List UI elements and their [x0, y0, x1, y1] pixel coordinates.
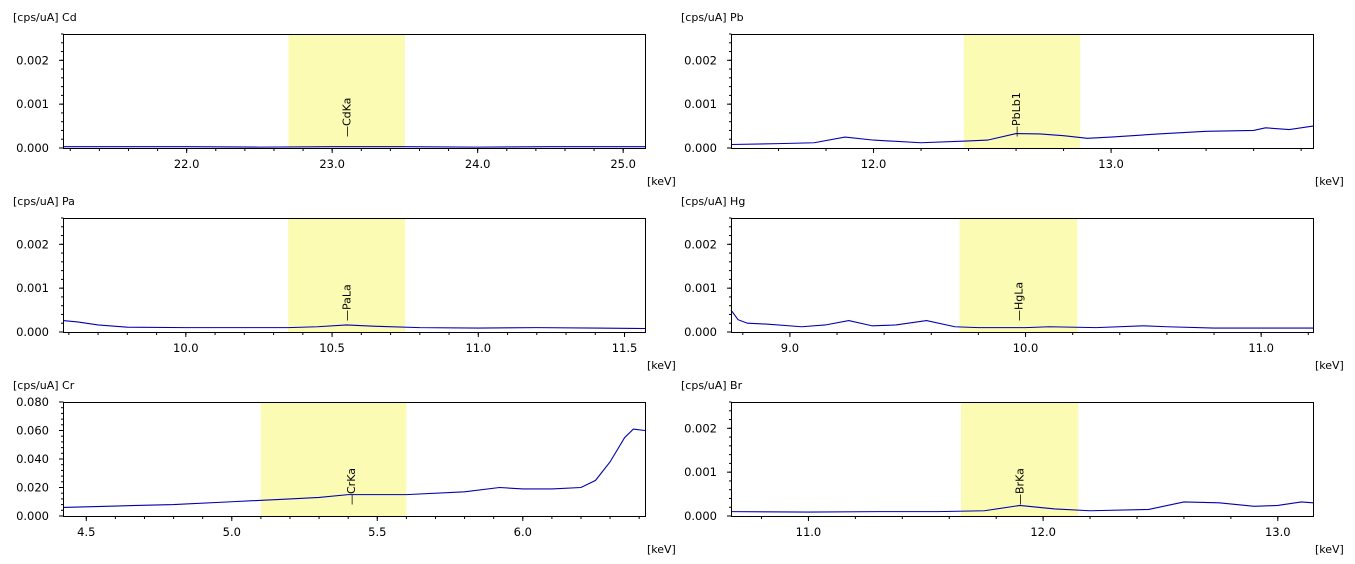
y-tick-label: 0.001 — [684, 97, 717, 111]
y-tick-label: 0.001 — [16, 97, 49, 111]
x-unit-label: [keV] — [1315, 175, 1344, 188]
plot-frame — [63, 34, 646, 149]
y-tick-label: 0.001 — [16, 281, 49, 295]
x-tick-label: 10.0 — [173, 341, 199, 355]
y-tick-label: 0.000 — [16, 509, 49, 523]
plot-frame — [731, 34, 1314, 149]
chart-panel-3: [cps/uA] Hg 0.000 0.001 0.002 9.0 10.0 11.0 [ke… — [681, 195, 1344, 372]
x-tick-label: 5.0 — [223, 525, 241, 539]
peak-label: —CrKa — [345, 468, 358, 505]
panel-title: [cps/uA] Cd — [13, 11, 77, 24]
roi-highlight — [959, 218, 1078, 332]
y-tick-label: 0.000 — [16, 141, 49, 155]
y-tick-label: 0.002 — [684, 237, 717, 251]
x-tick-label: 25.0 — [610, 157, 636, 171]
y-tick-label: 0.060 — [16, 424, 49, 438]
roi-highlight — [288, 34, 405, 148]
plot-frame — [63, 218, 646, 333]
x-tick-label: 24.0 — [465, 157, 491, 171]
spectrum-line — [730, 501, 1314, 513]
panel-title: [cps/uA] Cr — [13, 379, 75, 392]
roi-highlight — [260, 402, 407, 516]
roi-highlight — [288, 218, 406, 332]
chart-panel-5: [cps/uA] Br 0.000 0.001 0.002 11.0 12.0 13.0 [k… — [681, 379, 1344, 556]
y-tick-label: 0.000 — [684, 141, 717, 155]
x-tick-label: 12.0 — [861, 157, 887, 171]
x-tick-label: 11.0 — [1248, 341, 1274, 355]
y-tick-label: 0.001 — [684, 281, 717, 295]
chart-panel-4: [cps/uA] Cr 0.000 0.020 0.040 0.060 0.080 4.5 5… — [13, 379, 676, 556]
y-tick-label: 0.001 — [684, 465, 717, 479]
x-tick-label: 22.0 — [174, 157, 200, 171]
chart-panel-1: [cps/uA] Pb 0.000 0.001 0.002 12.0 13.0 [keV] —… — [681, 11, 1344, 188]
y-tick-label: 0.000 — [16, 325, 49, 339]
spectrum-line — [730, 125, 1314, 146]
y-tick-label: 0.000 — [684, 325, 717, 339]
x-tick-label: 12.0 — [1030, 525, 1056, 539]
x-tick-label: 13.0 — [1265, 525, 1291, 539]
panel-title: [cps/uA] Br — [681, 379, 743, 392]
roi-highlight — [963, 34, 1081, 148]
x-tick-label: 13.0 — [1098, 157, 1124, 171]
plot-frame — [731, 402, 1314, 517]
peak-label: —HgLa — [1012, 282, 1025, 321]
x-tick-label: 10.5 — [319, 341, 345, 355]
y-tick-label: 0.002 — [16, 53, 49, 67]
x-unit-label: [keV] — [1315, 543, 1344, 556]
x-tick-label: 6.0 — [514, 525, 532, 539]
x-unit-label: [keV] — [647, 543, 676, 556]
x-tick-label: 11.5 — [612, 341, 638, 355]
peak-label: —PaLa — [341, 284, 354, 321]
spectrum-line — [730, 309, 1313, 329]
x-unit-label: [keV] — [647, 359, 676, 372]
x-unit-label: [keV] — [1315, 359, 1344, 372]
y-tick-label: 0.002 — [684, 53, 717, 67]
spectrum-line — [62, 428, 646, 508]
peak-label: —PbLb1 — [1010, 92, 1023, 137]
panel-title: [cps/uA] Pa — [13, 195, 75, 208]
y-tick-label: 0.000 — [684, 509, 717, 523]
x-unit-label: [keV] — [647, 175, 676, 188]
y-tick-label: 0.020 — [16, 481, 49, 495]
panel-title: [cps/uA] Pb — [681, 11, 744, 24]
x-tick-label: 10.0 — [1013, 341, 1039, 355]
plot-frame — [731, 218, 1314, 333]
x-tick-label: 23.0 — [319, 157, 345, 171]
y-tick-label: 0.002 — [16, 237, 49, 251]
peak-label: —CdKa — [341, 98, 354, 137]
x-tick-label: 11.0 — [465, 341, 491, 355]
y-tick-label: 0.040 — [16, 452, 49, 466]
chart-panel-0: [cps/uA] Cd 0.000 0.001 0.002 22.0 23.0 24.0 25… — [13, 11, 676, 188]
chart-panel-2: [cps/uA] Pa 0.000 0.001 0.002 10.0 10.5 11.0 11… — [13, 195, 676, 372]
roi-highlight — [960, 402, 1079, 516]
y-tick-label: 0.002 — [684, 421, 717, 435]
panel-title: [cps/uA] Hg — [681, 195, 745, 208]
x-tick-label: 4.5 — [77, 525, 95, 539]
x-tick-label: 11.0 — [796, 525, 822, 539]
x-tick-label: 5.5 — [368, 525, 386, 539]
x-tick-label: 9.0 — [781, 341, 799, 355]
peak-label: —BrKa — [1014, 468, 1027, 505]
spectrum-line — [62, 320, 646, 330]
y-tick-label: 0.080 — [16, 395, 49, 409]
